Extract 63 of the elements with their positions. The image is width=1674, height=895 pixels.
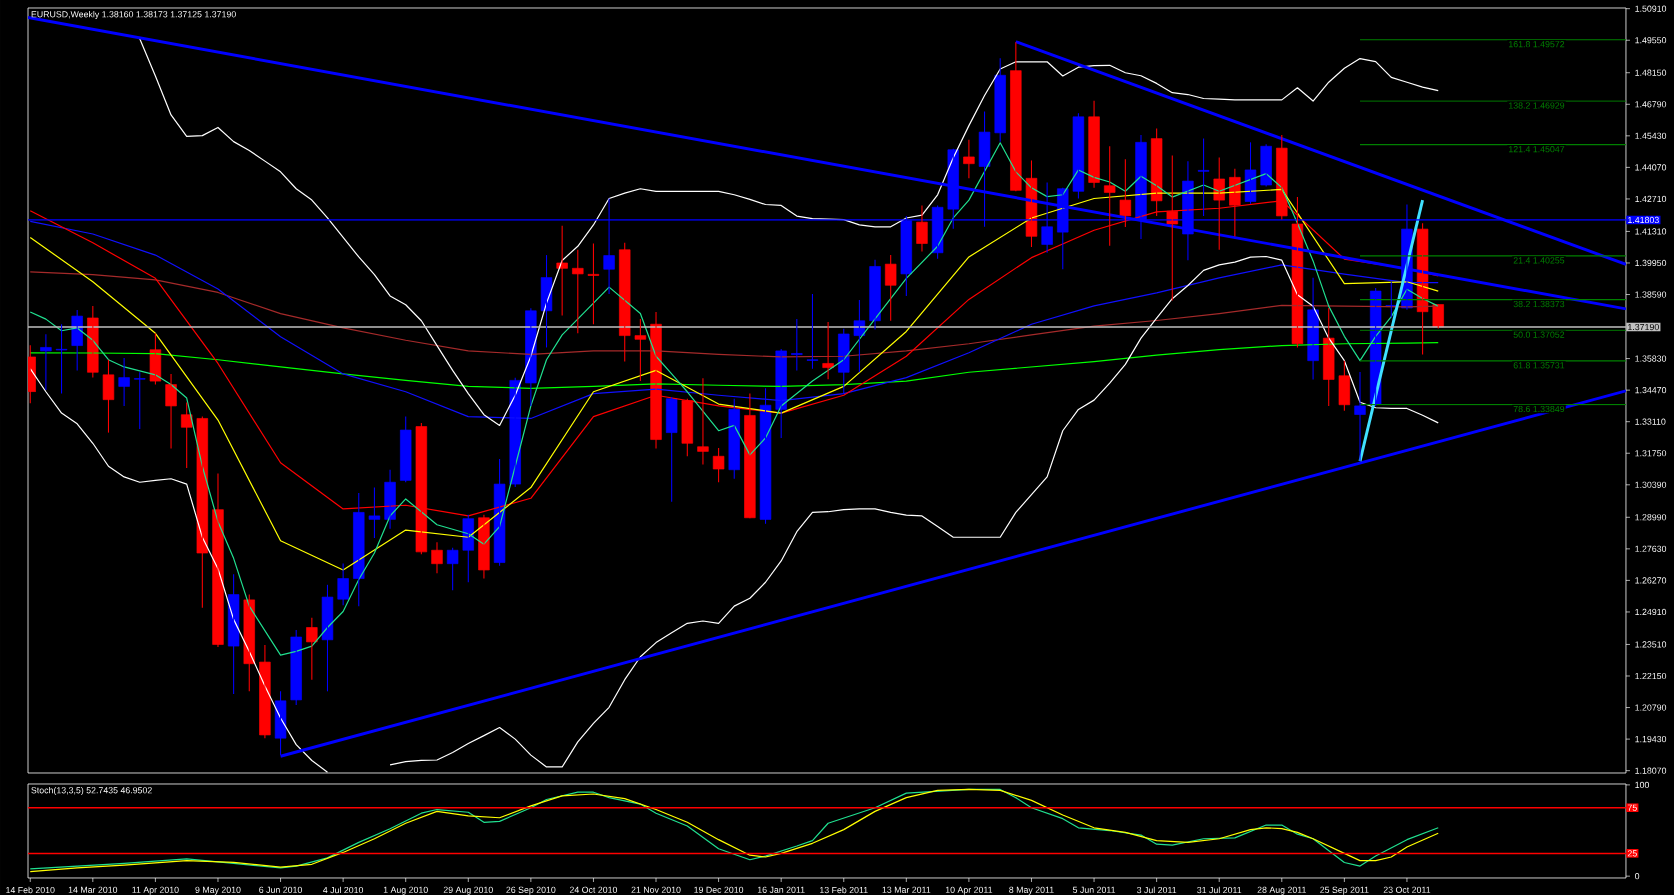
series-label: 61.8 1.35731 <box>1513 362 1565 369</box>
y-tick-label: 1.20790 <box>1635 704 1667 711</box>
series-label: 21.4 1.40255 <box>1513 257 1565 264</box>
y-tick-label: 1.26270 <box>1635 577 1667 584</box>
y-tick-label: 1.27630 <box>1635 545 1667 552</box>
y-tick-label: 1.39950 <box>1635 259 1667 267</box>
x-tick-label: 14 Feb 2010 <box>6 886 55 894</box>
x-tick-label: 25 Sep 2011 <box>1320 886 1369 895</box>
y-tick-label: 1.28990 <box>1635 514 1667 521</box>
y-tick-label: 0 <box>1635 873 1640 880</box>
y-tick-label: 1.18070 <box>1635 767 1667 774</box>
x-tick-label: 11 Apr 2010 <box>132 886 179 895</box>
y-tick-label: 1.41310 <box>1635 228 1667 235</box>
y-tick-label: 1.38590 <box>1635 291 1667 298</box>
x-tick-label: 29 Aug 2010 <box>443 886 493 895</box>
x-tick-label: 13 Feb 2011 <box>820 886 868 894</box>
y-tick-label: 1.49550 <box>1635 37 1667 44</box>
x-tick-label: 6 Jun 2010 <box>259 886 302 893</box>
x-tick-label: 5 Jun 2011 <box>1072 886 1116 893</box>
x-tick-label: 23 Oct 2011 <box>1383 886 1431 893</box>
series-label: 78.6 1.33849 <box>1513 405 1565 413</box>
x-tick-label: 26 Sep 2010 <box>506 886 556 895</box>
y-tick-label: 1.24910 <box>1635 608 1667 616</box>
chart-title: Stoch(13,3,5) 52.7435 46.9502 <box>31 786 152 796</box>
x-tick-label: 19 Dec 2010 <box>694 886 744 893</box>
x-tick-label: 4 Jul 2010 <box>323 886 364 894</box>
ref-line-label: 1.41803 <box>1628 216 1659 224</box>
x-tick-label: 24 Oct 2010 <box>569 886 618 893</box>
x-tick-label: 28 Aug 2011 <box>1257 886 1306 895</box>
y-tick-label: 100 <box>1635 781 1650 789</box>
x-tick-label: 9 May 2010 <box>195 886 241 895</box>
y-tick-label: 1.44070 <box>1635 164 1667 171</box>
x-tick-label: 14 Mar 2010 <box>68 886 118 893</box>
x-tick-label: 16 Jan 2011 <box>757 886 805 893</box>
x-tick-label: 10 Apr 2011 <box>945 886 993 895</box>
y-tick-label: 1.19430 <box>1635 735 1667 743</box>
ref-line-label: 25 <box>1627 850 1637 857</box>
ref-line-label: 1.37190 <box>1628 323 1659 331</box>
y-tick-label: 1.42710 <box>1635 195 1667 203</box>
y-tick-label: 1.48150 <box>1635 69 1667 76</box>
y-tick-label: 1.45430 <box>1635 132 1667 139</box>
y-tick-label: 1.35830 <box>1635 355 1667 362</box>
x-tick-label: 21 Nov 2010 <box>631 886 681 893</box>
y-tick-label: 1.33110 <box>1635 418 1666 425</box>
x-tick-label: 1 Aug 2010 <box>383 886 428 895</box>
y-tick-label: 1.50910 <box>1635 5 1667 12</box>
x-tick-label: 31 Jul 2011 <box>1197 886 1242 894</box>
y-tick-label: 1.30390 <box>1635 481 1667 488</box>
x-tick-label: 13 Mar 2011 <box>882 886 931 893</box>
chart-title: EURUSD,Weekly 1.38160 1.38173 1.37125 1.37190 <box>31 10 236 20</box>
x-tick-label: 3 Jul 2011 <box>1136 886 1177 894</box>
ref-line-label: 75 <box>1627 804 1637 811</box>
series-label: 50.0 1.37052 <box>1513 331 1565 338</box>
series-label: 161.8 1.49572 <box>1509 41 1565 48</box>
x-tick-label: 8 May 2011 <box>1009 886 1054 895</box>
y-tick-label: 1.34470 <box>1635 387 1667 394</box>
y-tick-label: 1.22150 <box>1635 672 1667 680</box>
y-tick-label: 1.23510 <box>1635 641 1667 648</box>
series-label: 38.2 1.38373 <box>1513 300 1565 308</box>
series-label: 121.4 1.45047 <box>1509 146 1565 153</box>
y-tick-label: 1.46790 <box>1635 101 1667 108</box>
series-label: 138.2 1.46929 <box>1509 102 1565 109</box>
y-tick-label: 1.31750 <box>1635 450 1667 457</box>
